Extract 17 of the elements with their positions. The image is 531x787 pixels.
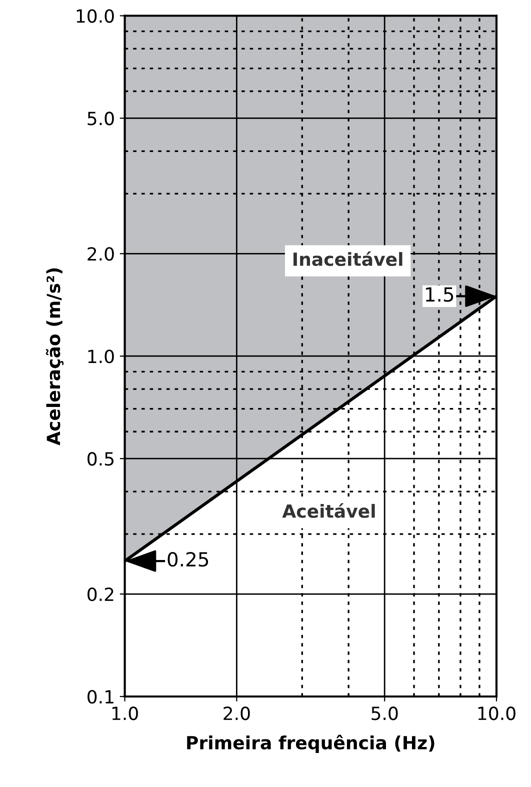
- y-tick-label: 0.5: [88, 452, 114, 466]
- x-tick-label: 10.0: [478, 706, 516, 720]
- y-tick-label: 2.0: [88, 247, 114, 261]
- y-tick-label: 5.0: [88, 112, 114, 126]
- x-tick-label: 1.0: [112, 706, 138, 720]
- y-tick-label: 1.0: [88, 350, 114, 364]
- x-tick-label: 2.0: [224, 706, 250, 720]
- y-tick-label: 0.1: [88, 690, 114, 704]
- annotation: Inaceitável: [294, 251, 402, 266]
- annotation: 0.25: [168, 552, 208, 567]
- y-tick-label: 10.0: [76, 9, 114, 23]
- y-tick-label: 0.2: [88, 587, 114, 602]
- x-axis-title: Primeira frequência (Hz): [187, 734, 434, 753]
- y-axis-title: Aceleração (m/s²): [46, 268, 64, 446]
- x-tick-label: 5.0: [372, 706, 398, 720]
- annotation: Aceitável: [282, 503, 375, 518]
- annotation: 1.5: [426, 287, 454, 302]
